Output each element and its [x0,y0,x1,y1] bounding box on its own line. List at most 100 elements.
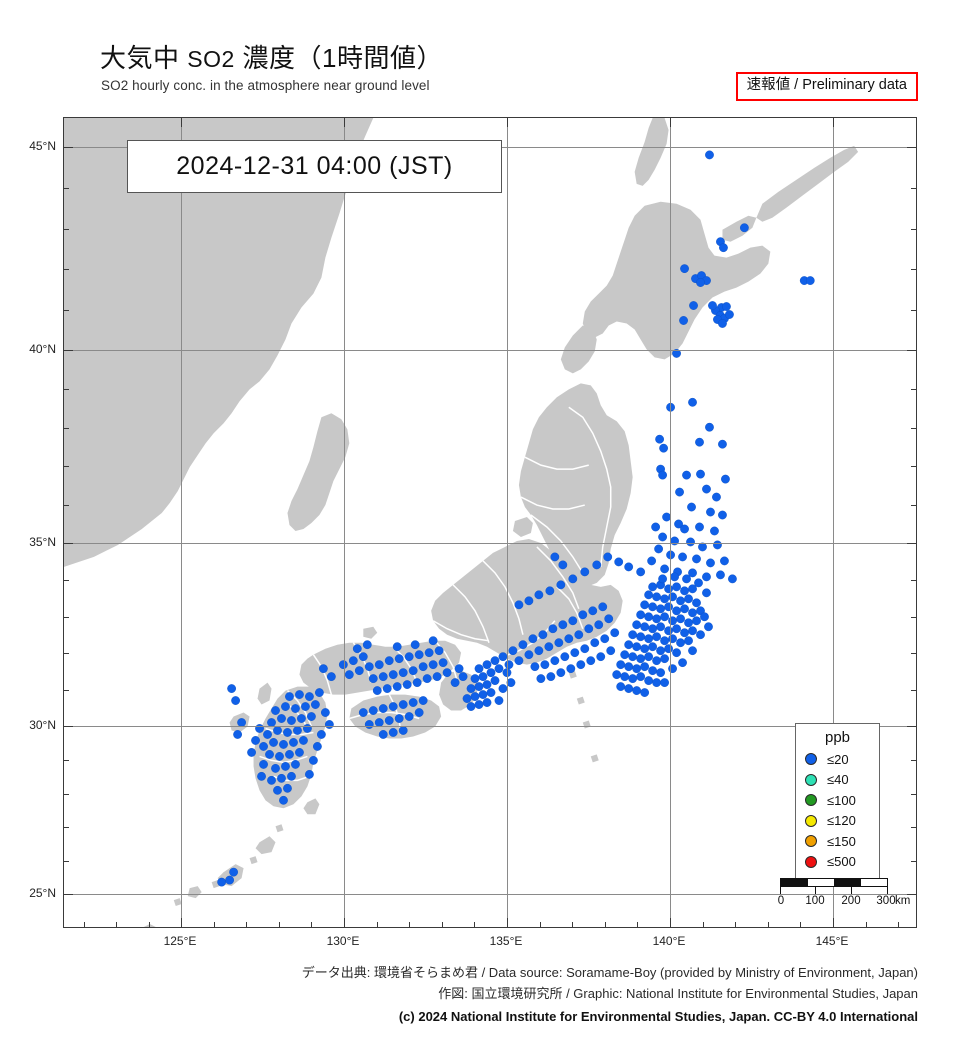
legend-item-1[interactable]: ≤40 [796,770,879,791]
legend-swatch-icon [805,753,817,766]
y-minor-tick-right [911,760,916,761]
x-tick-top-140 [670,118,672,127]
x-minor-tick [474,922,475,927]
map-plot-area[interactable]: 2024-12-31 04:00 (JST) ppb ≤20 ≤40 ≤100 … [63,117,917,928]
sakhalin [634,118,669,186]
gridline-latitude-25 [64,894,916,895]
x-minor-tick [540,922,541,927]
y-minor-tick [64,505,69,506]
legend-item-2[interactable]: ≤100 [796,790,879,811]
gridline-latitude-40 [64,350,916,351]
ryukyu-ishigaki [143,924,156,927]
legend-swatch-icon [805,773,817,786]
oki-islands [363,626,378,639]
gridline-latitude-35 [64,543,916,544]
legend-item-label: ≤100 [827,792,856,808]
legend-swatch-icon [805,835,817,848]
y-minor-tick-right [911,794,916,795]
legend-item-label: ≤500 [827,854,856,870]
x-tick-top-145 [833,118,835,127]
y-minor-tick [64,794,69,795]
y-axis-label-40: 40°N [29,342,56,356]
x-tick-130 [344,918,346,927]
sado-island [512,517,533,537]
x-minor-tick [605,922,606,927]
x-minor-tick [442,922,443,927]
y-axis-label-30: 30°N [29,718,56,732]
footer-copyright: (c) 2024 National Institute for Environm… [398,1009,918,1025]
ryukyu-miyako [187,886,202,899]
scale-label-0: 0 [777,895,785,907]
y-minor-tick-right [911,617,916,618]
y-minor-tick [64,188,69,189]
x-minor-tick [279,922,280,927]
y-tick-45 [64,147,73,149]
scale-segment-2 [834,879,861,886]
kuril-islands [756,145,859,222]
x-minor-tick [84,922,85,927]
y-tick-25 [64,894,73,896]
legend-item-5[interactable]: ≤500 [796,852,879,873]
x-tick-135 [507,918,509,927]
page-subtitle: SO2 hourly conc. in the atmosphere near … [101,78,430,93]
izu-islands [568,670,599,763]
scale-segment-1 [807,879,834,886]
legend-item-3[interactable]: ≤120 [796,811,879,832]
ryukyu-tanegashima [303,798,320,815]
x-minor-tick [409,922,410,927]
y-minor-tick [64,229,69,230]
footer-graphic-credit: 作図: 国立環境研究所 / Graphic: National Institut… [438,986,918,1002]
x-minor-tick [703,922,704,927]
scale-label-100: 100 [805,895,825,907]
y-axis-label-45: 45°N [29,139,56,153]
continent-asia [64,118,374,567]
shikotan [728,259,747,274]
hokkaido [582,201,771,360]
y-tick-right-40 [907,350,916,352]
ryukyu-small-1 [249,856,258,865]
y-tick-40 [64,350,73,352]
x-axis-label-145: 145°E [815,934,849,948]
map-geography-layer [64,118,916,927]
kunashiri [722,215,757,242]
y-tick-right-30 [907,726,916,728]
y-minor-tick-right [911,505,916,506]
gridline-longitude-145 [833,118,834,927]
y-minor-tick-right [911,310,916,311]
preliminary-data-badge: 速報値 / Preliminary data [735,72,918,101]
y-minor-tick-right [911,389,916,390]
y-minor-tick [64,690,69,691]
y-tick-right-45 [907,147,916,149]
scale-bar-labels: 0 100 200 300 km [777,895,911,910]
legend-item-0[interactable]: ≤20 [796,749,879,770]
x-minor-tick [377,922,378,927]
scale-bar: 0 100 200 300 km [777,878,911,910]
x-minor-tick [735,922,736,927]
page-title-pre: 大気中 [100,43,188,73]
y-minor-tick-right [911,690,916,691]
legend-item-label: ≤20 [827,751,849,767]
x-minor-tick [149,922,150,927]
x-minor-tick [800,922,801,927]
y-minor-tick [64,617,69,618]
y-minor-tick-right [911,653,916,654]
landmass-group [64,118,859,927]
y-minor-tick [64,389,69,390]
map-svg [64,118,859,927]
page-title-so2: SO2 [187,46,235,72]
legend-item-4[interactable]: ≤150 [796,831,879,852]
y-minor-tick [64,861,69,862]
gridline-latitude-30 [64,726,916,727]
y-tick-right-35 [907,543,916,545]
x-minor-tick [572,922,573,927]
x-axis-label-125: 125°E [163,934,197,948]
y-minor-tick-right [911,428,916,429]
measurement-stations [217,150,815,887]
x-axis-label-140: 140°E [652,934,686,948]
y-minor-tick [64,269,69,270]
x-tick-145 [833,918,835,927]
gridline-longitude-140 [670,118,671,927]
scale-bar-ticks [780,887,888,894]
y-minor-tick-right [911,466,916,467]
legend-swatch-icon [805,814,817,827]
